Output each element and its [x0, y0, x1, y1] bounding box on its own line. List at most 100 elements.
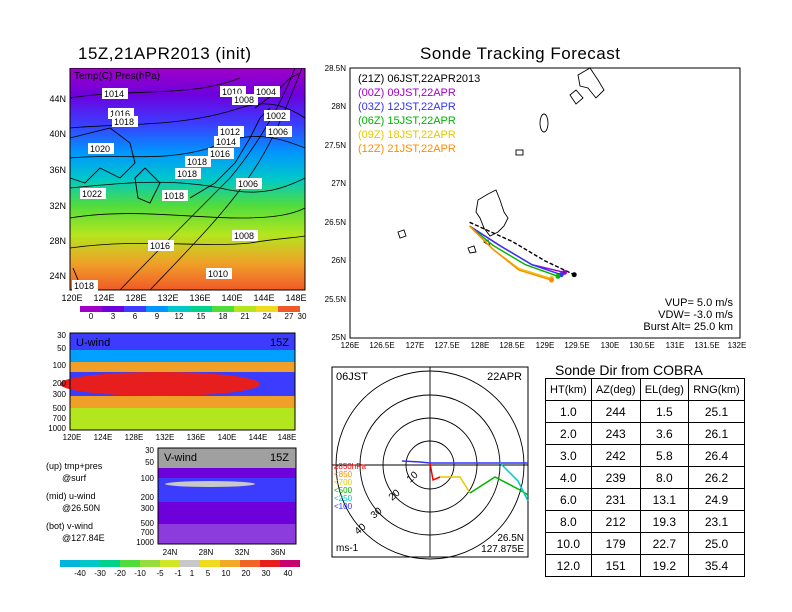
temp-tick: 30	[298, 312, 307, 320]
cell: 24.9	[688, 488, 745, 511]
tracking-title: Sonde Tracking Forecast	[420, 44, 621, 63]
polar-lat: 26.5N	[497, 533, 524, 544]
track-lat-tick: 26N	[331, 256, 346, 265]
polar-lon: 127.875E	[481, 544, 524, 555]
pressure-label: 1018	[175, 168, 201, 179]
u-lon-tick: 120E	[63, 433, 82, 442]
u-level: 50	[57, 344, 66, 353]
svg-text:1014: 1014	[104, 89, 124, 99]
track-lon-tick: 130.5E	[629, 341, 654, 350]
table-row: 12.0 151 19.2 35.4	[545, 554, 745, 577]
svg-text:1020: 1020	[90, 144, 110, 154]
cell: 26.2	[688, 466, 745, 489]
cell: 10.0	[545, 532, 592, 555]
track-line	[469, 225, 559, 277]
track-end-point	[555, 273, 561, 279]
temp-tick: 24	[263, 312, 272, 320]
lon-tick: 120E	[61, 293, 82, 303]
note-line: @surf	[62, 473, 87, 483]
svg-text:1016: 1016	[210, 149, 230, 159]
polar-unit: ms-1	[336, 543, 359, 554]
track-lat-tick: 27N	[331, 179, 346, 188]
cell: 19.3	[639, 510, 690, 533]
cell: 151	[590, 554, 641, 577]
track-lon-tick: 127.5E	[434, 341, 459, 350]
track-lon-tick: 130E	[601, 341, 620, 350]
lat-tick: 28N	[49, 236, 66, 246]
temp-tick: 0	[89, 312, 94, 320]
track-lon-tick: 127E	[406, 341, 425, 350]
cell: 26.1	[688, 422, 745, 445]
legend-entry: (00Z) 09JST,22APR	[358, 87, 456, 99]
temp-tick: 3	[111, 312, 116, 320]
legend-entry: (09Z) 18JST,22APR	[358, 129, 456, 141]
v-level: 50	[145, 458, 154, 467]
cell: 13.1	[639, 488, 690, 511]
svg-text:1016: 1016	[150, 241, 170, 251]
lon-tick: 132E	[157, 293, 178, 303]
pressure-label: 1020	[88, 143, 114, 154]
pressure-label: 1012	[218, 126, 244, 137]
track-lat-tick: 26.5N	[325, 218, 347, 227]
temp-colorbar	[80, 306, 300, 312]
v-level: 1000	[136, 538, 154, 547]
u-wind-time: 15Z	[270, 337, 289, 349]
cell: 3.6	[639, 422, 690, 445]
pressure-label: 1006	[236, 178, 262, 189]
lon-tick: 128E	[125, 293, 146, 303]
u-level: 700	[53, 414, 67, 423]
hodograph-upper	[401, 460, 528, 464]
v-wind-time: 15Z	[270, 452, 289, 464]
pressure-label: 1018	[72, 280, 98, 291]
pressure-label: 1010	[220, 86, 246, 97]
cell: 23.1	[688, 510, 745, 533]
col-header: EL(deg)	[639, 378, 690, 401]
note-line: @127.84E	[62, 533, 105, 543]
temp-tick: 15	[197, 312, 206, 320]
wind-tick: 10	[222, 569, 231, 578]
polar-level: <700	[334, 478, 353, 487]
polar-level: <500	[334, 486, 353, 495]
hodograph-250	[499, 462, 529, 502]
track-end-point	[549, 277, 554, 283]
lat-tick: 44N	[49, 94, 66, 104]
pressure-label: 1014	[102, 88, 128, 99]
pressure-label: 1018	[162, 190, 188, 201]
temp-tick: 9	[155, 312, 160, 320]
pressure-label: 1008	[232, 94, 258, 105]
cell: 26.4	[688, 444, 745, 467]
cell: 244	[590, 400, 641, 423]
u-lon-tick: 148E	[278, 433, 297, 442]
pressure-label: 1014	[214, 136, 240, 147]
lon-tick: 140E	[221, 293, 242, 303]
v-lat-tick: 32N	[235, 548, 250, 557]
polar-level: <850	[334, 470, 353, 479]
track-lon-tick: 126E	[341, 341, 360, 350]
svg-text:1018: 1018	[164, 191, 184, 201]
pressure-label: 1016	[108, 108, 134, 119]
svg-text:1010: 1010	[222, 87, 242, 97]
svg-text:1014: 1014	[216, 137, 236, 147]
cell: 242	[590, 444, 641, 467]
svg-text:1012: 1012	[220, 127, 240, 137]
pressure-label: 1006	[266, 126, 292, 137]
polar-level: ≥850hPa	[334, 462, 367, 471]
wind-tick: -40	[74, 569, 86, 578]
polar-time-left: 06JST	[336, 371, 368, 383]
track-lon-tick: 128.5E	[499, 341, 524, 350]
col-header: RNG(km)	[688, 378, 745, 401]
polar-plot: 06JST 22APR ≥850hPa <850 <700 <500 <250 …	[331, 366, 529, 560]
track-lon-tick: 131.5E	[694, 341, 719, 350]
table-row: 8.0 212 19.3 23.1	[545, 510, 745, 533]
track-lon-tick: 126.5E	[369, 341, 394, 350]
polar-time-right: 22APR	[487, 371, 522, 383]
pressure-label: 1016	[148, 240, 174, 251]
track-lat-tick: 27.5N	[325, 141, 347, 150]
pressure-label: 1008	[232, 230, 258, 241]
cell: 243	[590, 422, 641, 445]
track-line	[469, 225, 552, 281]
param-vdw: VDW= -3.0 m/s	[658, 309, 733, 321]
track-lon-tick: 132E	[728, 341, 747, 350]
svg-text:1022: 1022	[82, 189, 102, 199]
notes: (up) tmp+pres @surf (mid) u-wind @26.50N…	[46, 460, 105, 544]
